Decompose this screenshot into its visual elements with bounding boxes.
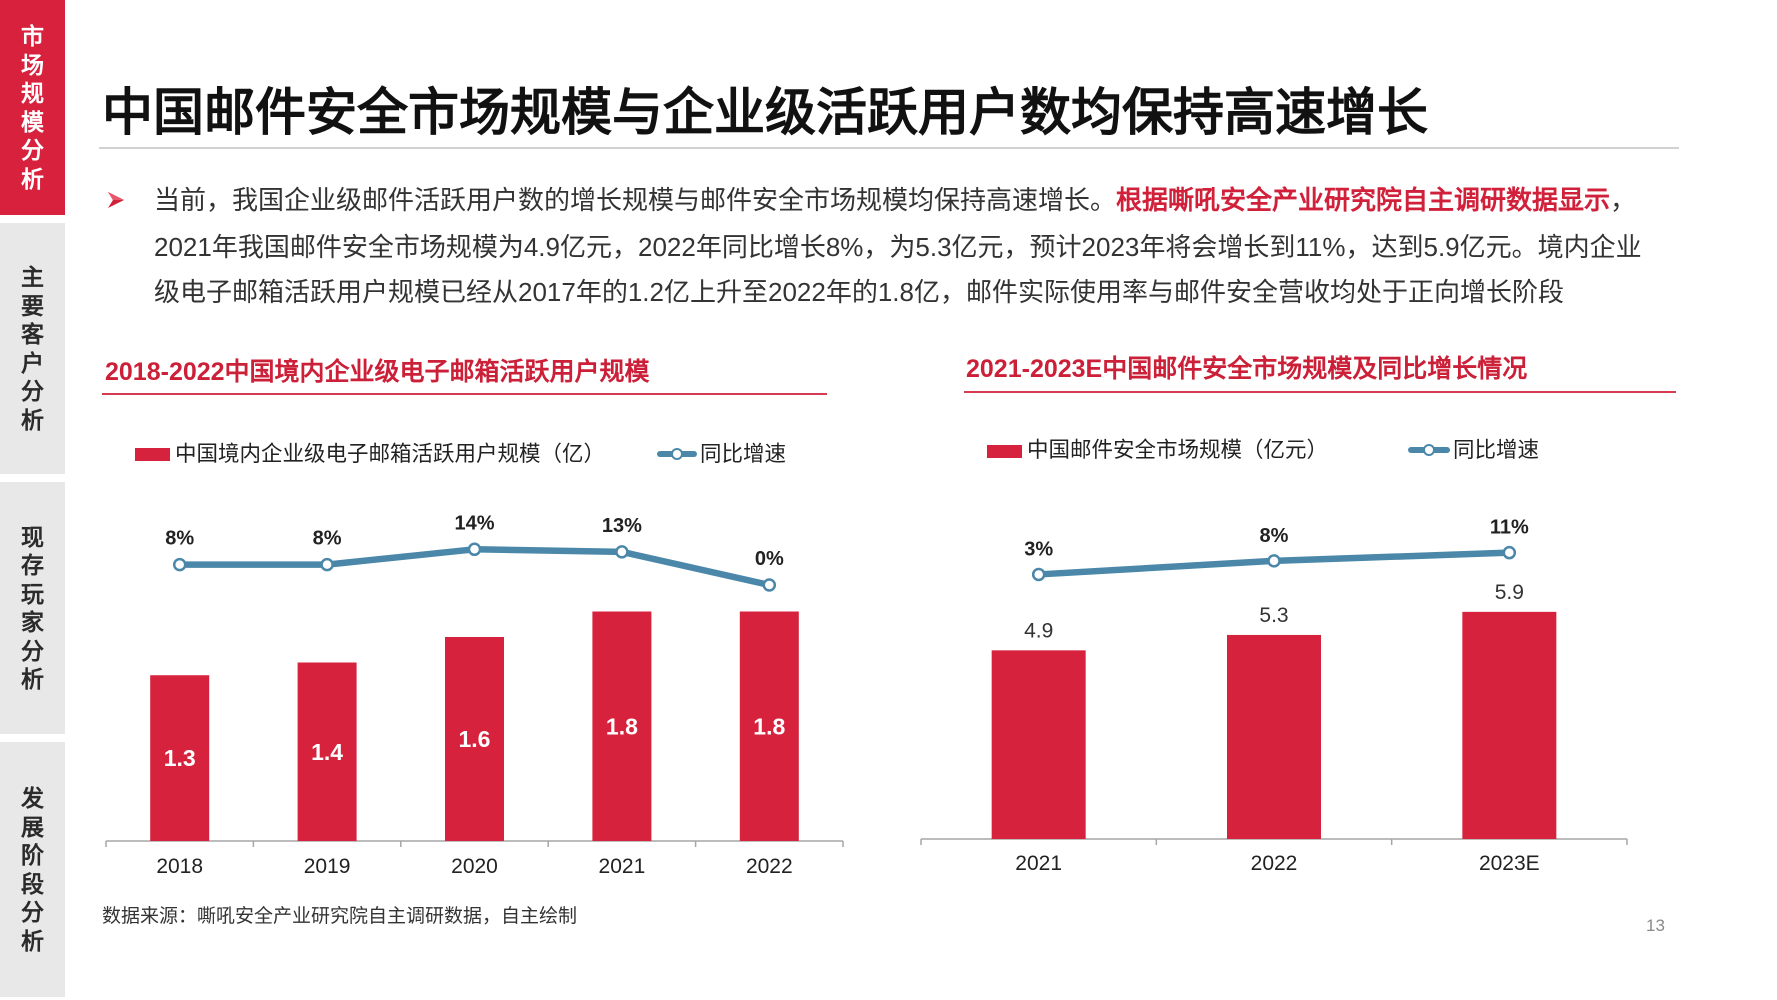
summary-text: ， bbox=[1610, 185, 1637, 215]
page-title: 中国邮件安全市场规模与企业级活跃用户数均保持高速增长 bbox=[102, 84, 1429, 141]
legend-swatch-line bbox=[657, 447, 697, 460]
chart-title-market-size: 2021-2023E中国邮件安全市场规模及同比增长情况 bbox=[966, 355, 1528, 383]
growth-rate-label: 8% bbox=[165, 528, 194, 550]
legend-swatch-bar bbox=[135, 448, 170, 461]
bar-2021 bbox=[592, 611, 652, 841]
data-source-note: 数据来源：嘶吼安全产业研究院自主调研数据，自主绘制 bbox=[102, 906, 578, 927]
growth-rate-point bbox=[1502, 545, 1517, 560]
summary-text: 当前，我国企业级邮件活跃用户数的增长规模与邮件安全市场规模均保持高速增长。 bbox=[154, 185, 1117, 215]
bar-value-label: 1.3 bbox=[164, 745, 196, 771]
sidebar-tab-existing-players: 现存玩家分析 bbox=[0, 482, 65, 734]
growth-rate-point bbox=[172, 557, 187, 572]
bar-value-label: 1.8 bbox=[753, 713, 785, 739]
legend-label-bar: 中国境内企业级电子邮箱活跃用户规模（亿） bbox=[175, 442, 606, 466]
bar-value-label: 4.9 bbox=[1024, 619, 1053, 642]
bar-value-label: 5.9 bbox=[1495, 581, 1524, 604]
growth-rate-label: 0% bbox=[755, 548, 784, 570]
summary-highlight: 根据嘶吼安全产业研究院自主调研数据显示 bbox=[1116, 185, 1611, 215]
legend-swatch-line bbox=[1408, 443, 1450, 456]
sidebar-tab-main-customers: 主要客户分析 bbox=[0, 223, 65, 474]
bar-2022 bbox=[739, 611, 799, 841]
growth-rate-label: 8% bbox=[1260, 525, 1289, 547]
sidebar-tab-label: 市场规模分析 bbox=[21, 23, 44, 192]
bar-value-label: 1.4 bbox=[311, 739, 343, 765]
growth-rate-label: 14% bbox=[454, 512, 494, 534]
growth-rate-point bbox=[467, 542, 482, 557]
bar-value-label: 5.3 bbox=[1259, 604, 1288, 627]
bar-2022 bbox=[1227, 634, 1321, 839]
sidebar-tab-label: 主要客户分析 bbox=[21, 264, 44, 433]
title-divider bbox=[99, 147, 1679, 149]
bar-value-label: 1.6 bbox=[459, 726, 491, 752]
x-tick-label: 2023E bbox=[1479, 852, 1540, 875]
summary-line-3: 级电子邮箱活跃用户规模已经从2017年的1.2亿上升至2022年的1.8亿，邮件… bbox=[154, 277, 1564, 307]
legend-label-bar: 中国邮件安全市场规模（亿元） bbox=[1027, 438, 1329, 462]
x-tick-label: 2022 bbox=[1251, 852, 1298, 875]
x-tick-label: 2019 bbox=[304, 855, 351, 878]
growth-rate-label: 3% bbox=[1024, 538, 1053, 560]
sidebar-tab-label: 发展阶段分析 bbox=[21, 785, 44, 954]
chart-market-size-plot: 4.9 2021 5.3 2022 5.9 2023E 3% 8% 11% bbox=[920, 517, 1628, 875]
legend-swatch-bar bbox=[987, 445, 1022, 458]
arrow-bullet-icon bbox=[108, 192, 124, 208]
x-tick-label: 2020 bbox=[451, 855, 498, 878]
bar-2021 bbox=[991, 650, 1086, 839]
summary-line-2: 2021年我国邮件安全市场规模为4.9亿元，2022年同比增长8%，为5.3亿元… bbox=[154, 232, 1642, 262]
x-tick-label: 2021 bbox=[599, 855, 646, 878]
chart-active-users-plot: 1.3 2018 1.4 2019 1.6 2020 1.8 2021 1.8 2022 8% 8% 1… bbox=[105, 512, 844, 878]
chart-title-underline bbox=[102, 393, 827, 395]
bar-2020 bbox=[445, 637, 504, 841]
legend-label-line: 同比增速 bbox=[700, 442, 787, 466]
growth-rate-point bbox=[762, 578, 777, 592]
summary-line-1: 当前，我国企业级邮件活跃用户数的增长规模与邮件安全市场规模均保持高速增长。根据嘶… bbox=[154, 182, 1636, 218]
chart-title-underline bbox=[964, 391, 1676, 393]
x-tick-label: 2018 bbox=[156, 855, 203, 878]
sidebar-tab-development-stage: 发展阶段分析 bbox=[0, 742, 65, 997]
sidebar-tab-market-size: 市场规模分析 bbox=[0, 0, 65, 215]
legend-label-line: 同比增速 bbox=[1453, 438, 1540, 462]
growth-rate-point bbox=[615, 545, 629, 559]
growth-rate-label: 8% bbox=[313, 528, 342, 550]
page-number: 13 bbox=[1646, 916, 1665, 935]
growth-rate-point bbox=[1031, 567, 1046, 582]
x-tick-label: 2022 bbox=[746, 855, 793, 878]
bar-value-label: 1.8 bbox=[606, 713, 638, 739]
chart-title-active-users: 2018-2022中国境内企业级电子邮箱活跃用户规模 bbox=[105, 358, 650, 386]
bar-2019 bbox=[297, 662, 357, 841]
x-tick-label: 2021 bbox=[1015, 852, 1062, 875]
sidebar-tab-label: 现存玩家分析 bbox=[21, 523, 44, 693]
growth-rate-point bbox=[320, 557, 334, 572]
bar-2023E bbox=[1462, 611, 1557, 839]
growth-rate-label: 13% bbox=[602, 515, 642, 537]
growth-rate-point bbox=[1267, 554, 1281, 568]
growth-rate-label: 11% bbox=[1490, 517, 1529, 539]
bar-2018 bbox=[150, 675, 210, 841]
